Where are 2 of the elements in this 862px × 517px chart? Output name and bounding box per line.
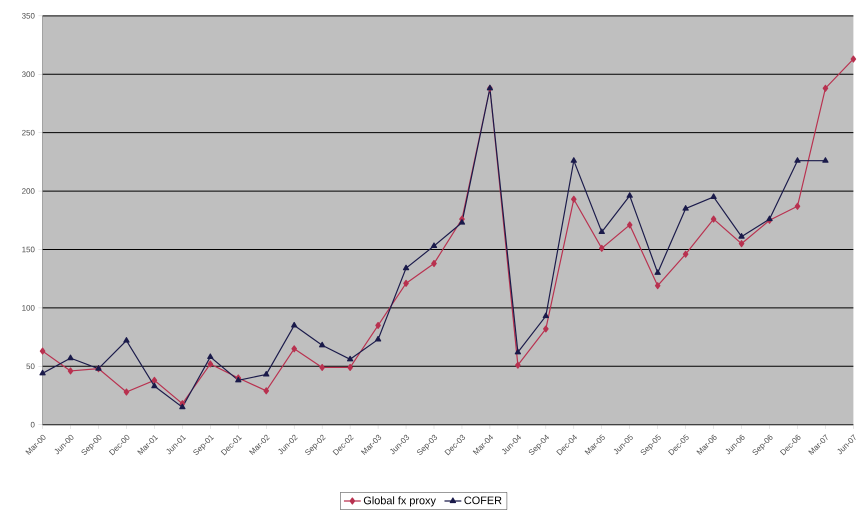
legend-label: Global fx proxy <box>364 496 436 507</box>
legend-label: COFER <box>464 496 502 504</box>
